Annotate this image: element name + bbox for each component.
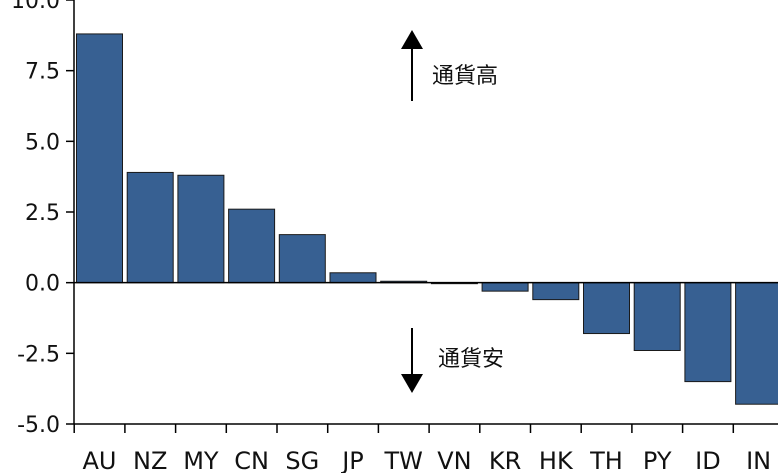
y-axis-ticks: 10.0 7.5 5.0 2.5 0.0 -2.5 -5.0 [11, 0, 74, 438]
x-category-label: JP [340, 447, 364, 473]
y-tick-label: -5.0 [17, 413, 60, 438]
bar-id [684, 282, 732, 383]
down-arrow-icon [401, 374, 423, 393]
y-tick-label: 2.5 [25, 201, 60, 226]
x-category-label: SG [285, 447, 319, 473]
bar-th [583, 282, 630, 335]
y-tick-label: 5.0 [25, 130, 60, 155]
bar-in [735, 282, 778, 405]
x-category-label: TW [384, 447, 423, 473]
bar-nz [126, 171, 174, 284]
bar-kr [481, 282, 529, 292]
x-category-label: ID [695, 447, 721, 473]
up-arrow-icon [401, 30, 423, 49]
x-category-label: TH [589, 447, 623, 473]
x-category-label: KR [489, 447, 521, 473]
y-tick-label: 10.0 [11, 0, 60, 14]
bar-jp [329, 272, 377, 284]
bar-sg [278, 234, 326, 284]
bar-hk [532, 282, 580, 301]
y-tick-label: 0.0 [25, 272, 60, 297]
bar-my [177, 174, 225, 284]
bar-py [633, 282, 681, 352]
bar-cn [228, 208, 276, 284]
x-category-label: MY [183, 447, 219, 473]
y-tick-label: 7.5 [25, 60, 60, 85]
x-category-label: IN [746, 447, 771, 473]
x-category-label: HK [539, 447, 574, 473]
x-category-label: VN [437, 447, 471, 473]
x-axis-ticks [73, 424, 735, 433]
annotation-down: 通貨安 [401, 328, 504, 393]
x-axis-category-labels: AU NZ MY CN SG JP TW VN KR HK TH PY ID IN [83, 447, 772, 473]
annotation-up-label: 通貨高 [432, 64, 498, 89]
annotation-up: 通貨高 [401, 30, 498, 101]
x-category-label: AU [83, 447, 117, 473]
x-category-label: NZ [133, 447, 167, 473]
bar-au [76, 33, 123, 284]
annotation-down-label: 通貨安 [438, 347, 504, 372]
bars [76, 33, 778, 405]
x-category-label: PY [643, 447, 672, 473]
y-tick-label: -2.5 [17, 342, 60, 367]
x-category-label: CN [234, 447, 269, 473]
